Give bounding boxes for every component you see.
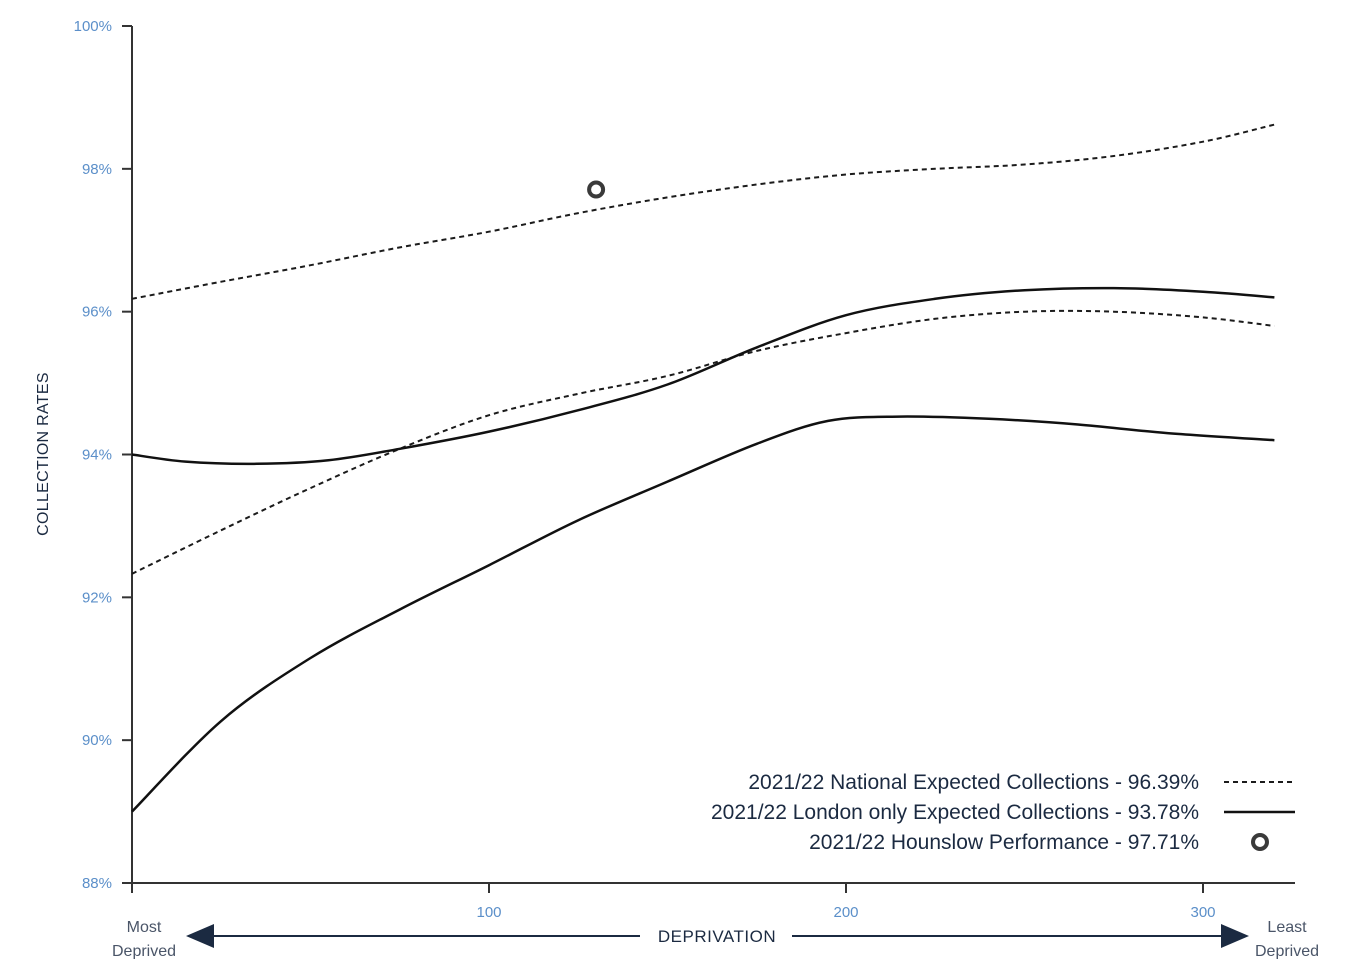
legend-marker-swatch xyxy=(1253,835,1267,849)
legend: 2021/22 National Expected Collections - … xyxy=(711,771,1295,854)
y-axis-label: COLLECTION RATES xyxy=(35,372,52,536)
y-tick-label: 92% xyxy=(82,589,112,606)
national-lower-dashed-line xyxy=(132,311,1274,574)
legend-item-hounslow: 2021/22 Hounslow Performance - 97.71% xyxy=(809,831,1267,854)
x-tick-label: 200 xyxy=(833,904,858,921)
legend-label: 2021/22 Hounslow Performance - 97.71% xyxy=(809,831,1199,854)
x-end-label-right: Least Deprived xyxy=(1255,919,1319,959)
y-tick-label: 88% xyxy=(82,875,112,892)
london-upper-solid-line xyxy=(132,288,1274,464)
y-tick-label: 94% xyxy=(82,447,112,464)
x-end-label-left: Most Deprived xyxy=(112,919,176,959)
x-end-label-left-line1: Most xyxy=(127,919,162,936)
legend-item-london: 2021/22 London only Expected Collections… xyxy=(711,801,1295,824)
y-tick-label: 100% xyxy=(74,18,112,35)
x-end-label-right-line2: Deprived xyxy=(1255,943,1319,959)
london-lower-solid-line xyxy=(132,417,1274,812)
y-tick-label: 90% xyxy=(82,732,112,749)
legend-item-national: 2021/22 National Expected Collections - … xyxy=(748,771,1295,794)
y-ticks: 88% 90% 92% 94% 96% 98% 100% xyxy=(74,18,132,892)
legend-label: 2021/22 National Expected Collections - … xyxy=(748,771,1199,794)
series-layer xyxy=(132,125,1274,812)
y-tick-label: 96% xyxy=(82,304,112,321)
x-end-label-right-line1: Least xyxy=(1267,919,1307,936)
x-axis-title-group: DEPRIVATION xyxy=(190,927,1245,946)
x-tick-label: 100 xyxy=(476,904,501,921)
x-tick-label: 300 xyxy=(1190,904,1215,921)
national-upper-dashed-line xyxy=(132,125,1274,299)
y-tick-label: 98% xyxy=(82,161,112,178)
x-axis-label: DEPRIVATION xyxy=(658,927,776,946)
x-ticks: 100 200 300 xyxy=(132,883,1216,921)
x-end-label-left-line2: Deprived xyxy=(112,943,176,959)
hounslow-performance-marker xyxy=(589,183,603,197)
legend-label: 2021/22 London only Expected Collections… xyxy=(711,801,1199,824)
